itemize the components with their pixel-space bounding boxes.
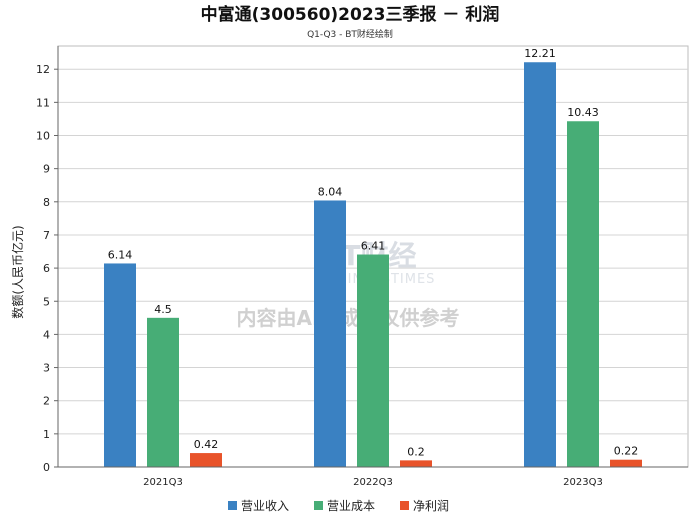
data-label: 0.42 bbox=[194, 438, 219, 451]
data-label: 6.14 bbox=[108, 248, 133, 261]
bar-营业收入-2022Q3 bbox=[314, 200, 346, 467]
legend-label: 营业成本 bbox=[327, 499, 375, 513]
bars: 6.14 4.5 0.42 8.04 6.41 0.2 12.21 10.43 0.22 bbox=[104, 47, 642, 467]
bar-营业成本-2022Q3 bbox=[357, 254, 389, 467]
bar-营业成本-2021Q3 bbox=[147, 317, 179, 467]
y-tick-label: 10 bbox=[36, 130, 50, 143]
y-tick-label: 8 bbox=[43, 196, 50, 209]
y-tick-label: 7 bbox=[43, 229, 50, 242]
watermark-notice: 内容由AI生成，仅供参考 bbox=[237, 306, 460, 330]
legend-swatch-营业收入 bbox=[228, 501, 237, 510]
y-tick-label: 3 bbox=[43, 362, 50, 375]
data-label: 0.2 bbox=[407, 445, 425, 458]
bar-净利润-2021Q3 bbox=[190, 453, 222, 467]
data-label: 12.21 bbox=[524, 47, 556, 60]
bar-净利润-2022Q3 bbox=[400, 460, 432, 467]
legend-label: 营业收入 bbox=[241, 499, 289, 513]
y-tick-label: 9 bbox=[43, 163, 50, 176]
bar-营业成本-2023Q3 bbox=[567, 121, 599, 467]
y-tick-label: 6 bbox=[43, 262, 50, 275]
y-tick-label: 11 bbox=[36, 96, 50, 109]
data-label: 6.41 bbox=[361, 240, 386, 253]
y-tick-label: 4 bbox=[43, 328, 50, 341]
bar-营业收入-2021Q3 bbox=[104, 263, 136, 467]
y-tick-label: 2 bbox=[43, 395, 50, 408]
data-label: 4.5 bbox=[154, 303, 172, 316]
chart-subtitle: Q1-Q3 - BT财经绘制 bbox=[307, 28, 393, 40]
data-label: 8.04 bbox=[318, 185, 343, 198]
x-tick-label: 2022Q3 bbox=[353, 477, 393, 488]
y-axis-label: 数额(人民币亿元) bbox=[10, 225, 25, 318]
data-label: 0.22 bbox=[614, 445, 639, 458]
legend-swatch-净利润 bbox=[400, 501, 409, 510]
bar-营业收入-2023Q3 bbox=[524, 62, 556, 467]
bar-净利润-2023Q3 bbox=[610, 459, 642, 467]
data-label: 10.43 bbox=[567, 106, 599, 119]
y-tick-label: 12 bbox=[36, 63, 50, 76]
chart-title: 中富通(300560)2023三季报 － 利润 bbox=[201, 4, 500, 25]
watermark: BT财经 BUSINESSTIMES 内容由AI生成，仅供参考 bbox=[237, 239, 460, 330]
legend-swatch-营业成本 bbox=[314, 501, 323, 510]
y-tick-label: 0 bbox=[43, 461, 50, 474]
legend-label: 净利润 bbox=[413, 499, 449, 513]
x-tick-label: 2021Q3 bbox=[143, 477, 183, 488]
y-tick-label: 5 bbox=[43, 295, 50, 308]
y-tick-label: 1 bbox=[43, 428, 50, 441]
legend: 营业收入 营业成本 净利润 bbox=[228, 499, 449, 513]
x-tick-label: 2023Q3 bbox=[563, 477, 603, 488]
